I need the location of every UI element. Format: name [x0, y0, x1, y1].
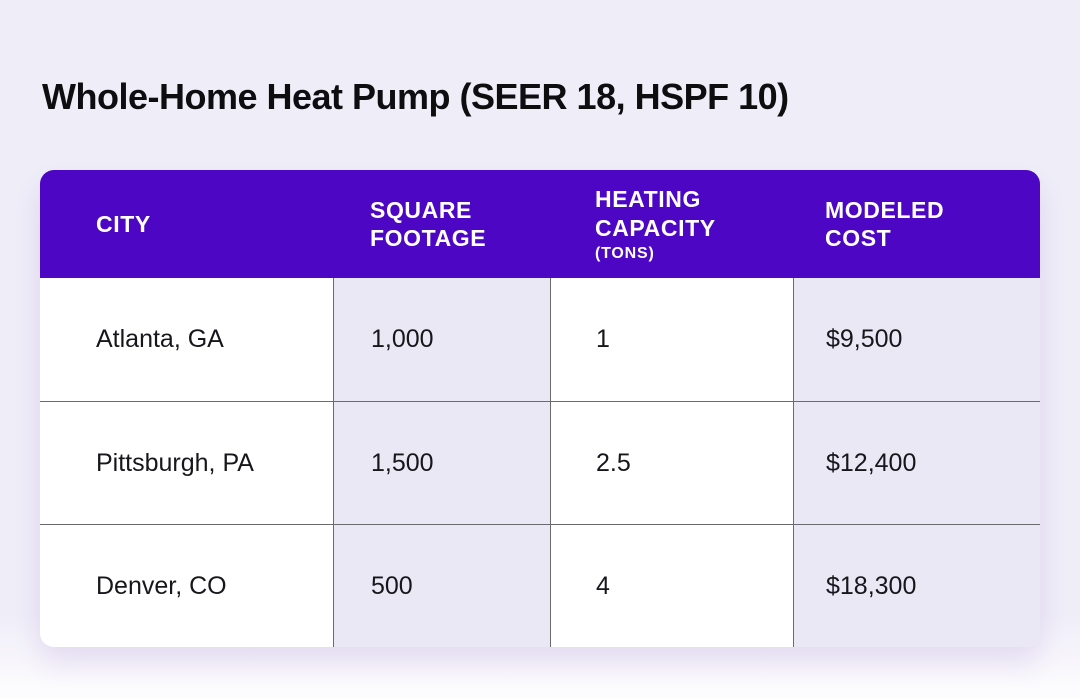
cell-modeled-cost: $12,400	[793, 401, 1040, 524]
cell-square-footage: 1,000	[333, 278, 550, 401]
heat-pump-cost-table: CITY SQUARE FOOTAGE HEATING CAPACITY (TO…	[40, 170, 1040, 647]
cell-square-footage: 1,500	[333, 401, 550, 524]
cell-square-footage: 500	[333, 524, 550, 647]
table-row-denver: Denver, CO 500 4 $18,300	[40, 524, 1040, 647]
header-sublabel: (TONS)	[595, 244, 655, 262]
header-cell-heating-capacity: HEATING CAPACITY (TONS)	[550, 170, 793, 278]
cell-city: Denver, CO	[40, 524, 333, 647]
table-header-row: CITY SQUARE FOOTAGE HEATING CAPACITY (TO…	[40, 170, 1040, 278]
cell-heating-capacity: 2.5	[550, 401, 793, 524]
cell-heating-capacity: 1	[550, 278, 793, 401]
header-label: HEATING CAPACITY	[595, 186, 716, 241]
table-row-pittsburgh: Pittsburgh, PA 1,500 2.5 $12,400	[40, 401, 1040, 524]
cell-modeled-cost: $18,300	[793, 524, 1040, 647]
cell-city: Atlanta, GA	[40, 278, 333, 401]
header-cell-square-footage: SQUARE FOOTAGE	[333, 170, 550, 278]
header-label: SQUARE FOOTAGE	[370, 196, 487, 251]
header-label: MODELED COST	[825, 196, 945, 251]
header-cell-modeled-cost: MODELED COST	[793, 170, 1040, 278]
header-label: CITY	[96, 210, 151, 237]
cell-heating-capacity: 4	[550, 524, 793, 647]
page-title: Whole-Home Heat Pump (SEER 18, HSPF 10)	[42, 76, 789, 117]
cell-modeled-cost: $9,500	[793, 278, 1040, 401]
header-cell-city: CITY	[40, 170, 333, 278]
table-row-atlanta: Atlanta, GA 1,000 1 $9,500	[40, 278, 1040, 401]
cell-city: Pittsburgh, PA	[40, 401, 333, 524]
